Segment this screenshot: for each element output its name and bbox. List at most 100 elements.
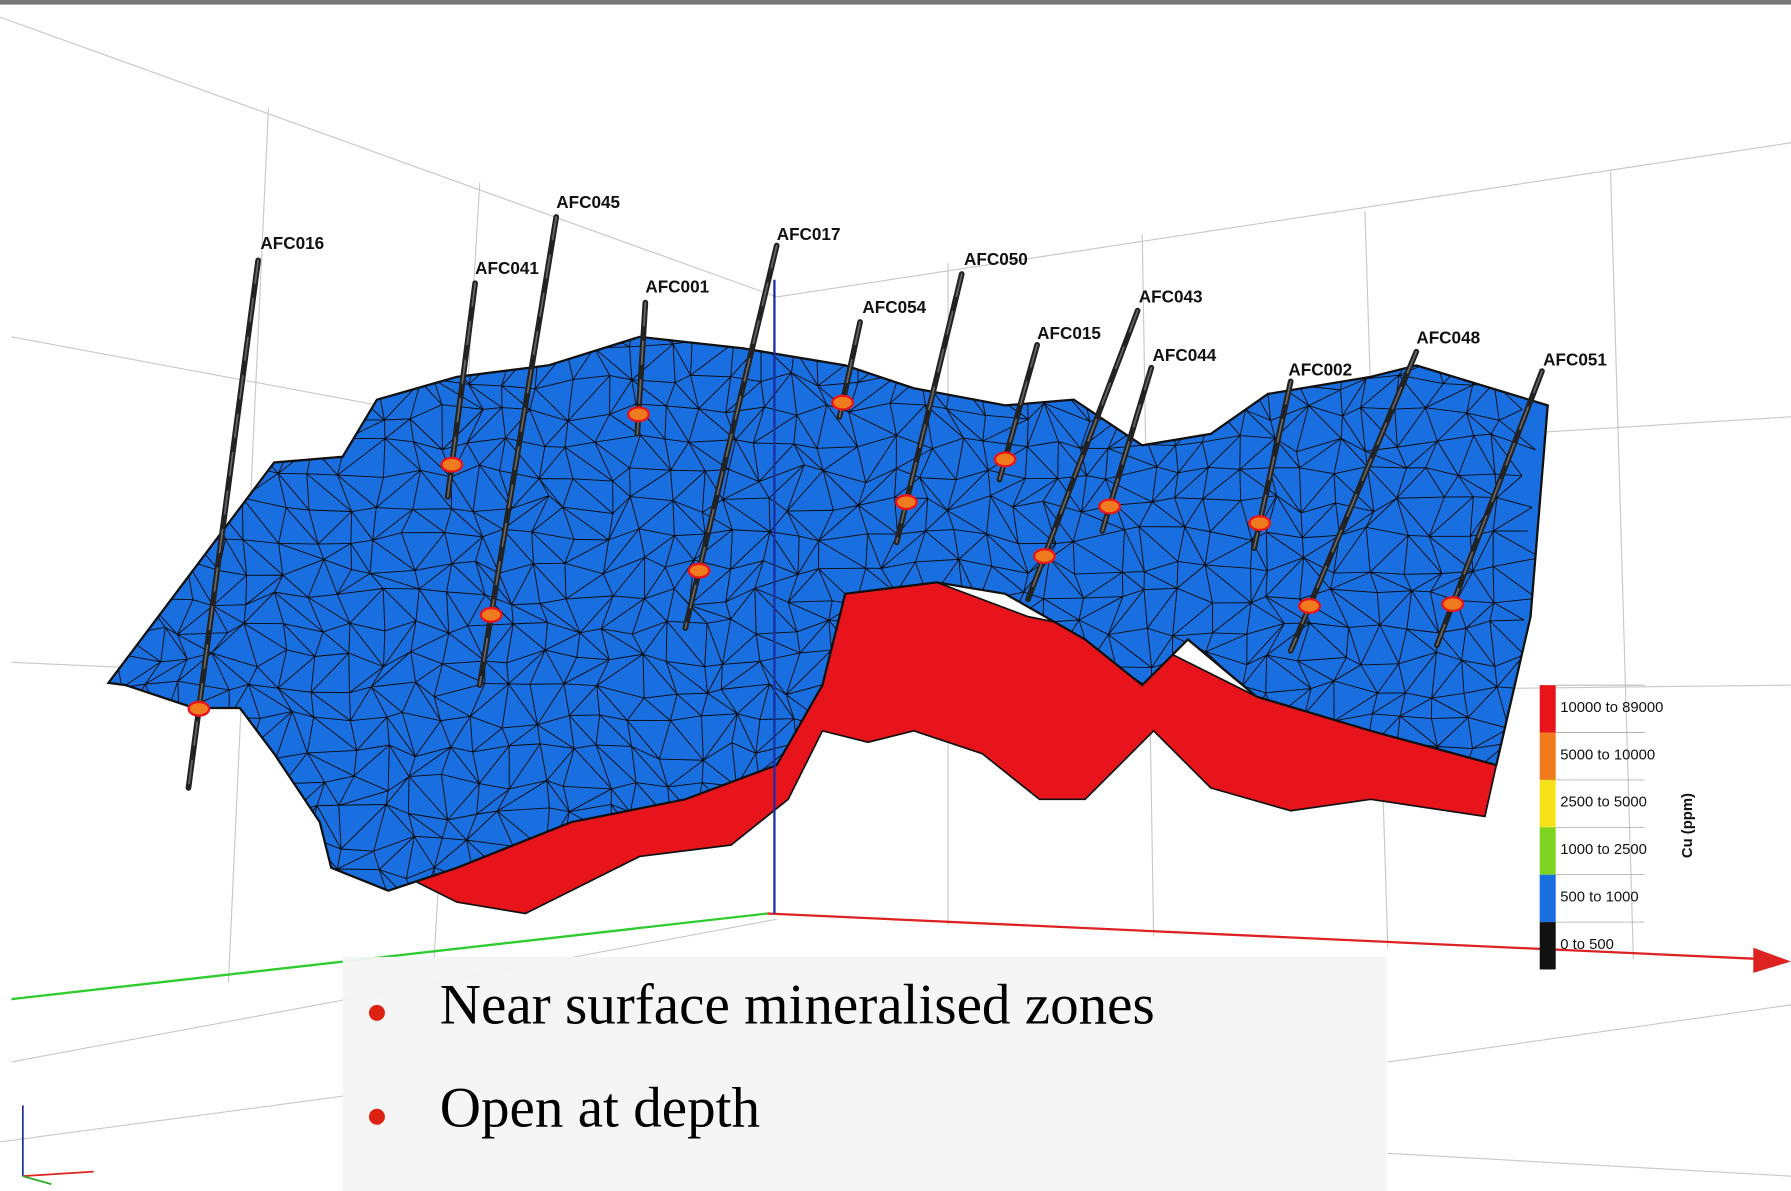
assay-intercept (627, 406, 650, 423)
mesh-edge (122, 589, 146, 636)
mesh-edge (887, 336, 916, 359)
mesh-edge (1278, 865, 1308, 891)
assay-intercept (1298, 598, 1321, 614)
mesh-edge (1330, 571, 1371, 590)
assay-intercept (687, 562, 711, 579)
mesh-edge (1403, 534, 1443, 575)
mesh-edge (785, 649, 832, 695)
mesh-edge (150, 533, 194, 576)
mesh-edge (1147, 408, 1170, 445)
mesh-edge (1425, 435, 1474, 476)
mesh-edge (880, 874, 916, 891)
mesh-edge (830, 865, 865, 891)
drill-hole-core (1253, 380, 1292, 549)
mesh-edge (694, 879, 738, 891)
drill-holes: AFC016 AFC045 AFC041 AFC001 AFC017 AFC054 AFC0… (185, 192, 1607, 791)
mesh-edge (1239, 409, 1276, 439)
mesh-edge (1365, 497, 1398, 528)
mesh-edge (256, 779, 284, 814)
hole-label: AFC050 (964, 249, 1028, 269)
mesh-edge (476, 783, 510, 815)
mesh-edge (248, 683, 293, 719)
mesh-edge (672, 500, 706, 536)
mesh-edge (1151, 466, 1179, 503)
mesh-edge (1204, 564, 1252, 604)
mesh-edge (1361, 867, 1398, 891)
mesh-edge (1406, 590, 1440, 634)
mesh-edge (794, 819, 835, 851)
mesh-edge (596, 653, 644, 687)
mesh-edge (1370, 336, 1400, 355)
mesh-edge (1468, 342, 1498, 386)
mesh-edge (863, 850, 894, 876)
mesh-edge (1138, 778, 1181, 817)
mesh-edge (977, 342, 1027, 386)
mesh-edge (529, 649, 577, 685)
mesh-edge (1246, 596, 1285, 635)
mesh-edge (786, 464, 824, 512)
mesh-edge (760, 372, 792, 408)
mesh-edge (1492, 530, 1541, 567)
assay-intercept (993, 451, 1017, 468)
mesh-edge (274, 591, 324, 633)
mesh-edge (466, 437, 506, 466)
mesh-edge (1201, 868, 1242, 891)
mesh-edge (370, 651, 412, 688)
mesh-edge (600, 628, 644, 660)
mesh-edge (382, 588, 420, 632)
mesh-edge (348, 652, 384, 693)
mesh-edge (945, 781, 994, 822)
mesh-edge (413, 441, 452, 478)
mesh-edge (827, 754, 851, 781)
mesh-edge (306, 473, 352, 512)
mesh-edge (1396, 467, 1427, 499)
mesh-edge (567, 375, 611, 422)
mesh-edge (594, 434, 641, 482)
mesh-edge (412, 469, 452, 510)
mesh-edge (1470, 839, 1509, 872)
mesh-edge (149, 835, 195, 872)
mesh-edge (153, 336, 180, 358)
mesh-edge (108, 504, 122, 544)
mesh-edge (882, 816, 933, 852)
mesh-edge (1494, 654, 1525, 688)
mesh-edge (1201, 834, 1244, 876)
hole-label: AFC015 (1037, 323, 1101, 343)
hole-label: AFC045 (556, 192, 620, 212)
mesh-edge (1202, 467, 1241, 500)
mesh-edge (1122, 526, 1145, 573)
mesh-edge (179, 378, 227, 417)
mesh-edge (241, 865, 287, 891)
mesh-edge (915, 752, 949, 788)
mesh-edge (600, 874, 629, 891)
mesh-edge (150, 464, 178, 499)
mesh-edge (248, 649, 287, 689)
mesh-edge (1299, 557, 1334, 600)
mesh-edge (1107, 777, 1142, 812)
mesh-edge (178, 711, 230, 750)
mesh-edge (1236, 836, 1285, 878)
mesh-edge (728, 439, 760, 482)
mesh-edge (792, 871, 832, 891)
mesh-edge (1140, 383, 1188, 421)
mesh-edge (114, 356, 155, 387)
drill-hole-core (187, 259, 259, 789)
mesh-edge (722, 468, 760, 500)
mesh-edge (529, 683, 565, 725)
mesh-edge (787, 600, 833, 632)
mesh-edge (446, 560, 486, 596)
mesh-edge (336, 588, 384, 624)
mesh-edge (148, 866, 181, 891)
drill-hole-core (1289, 350, 1418, 652)
hole-label: AFC002 (1288, 360, 1352, 380)
y-axis (11, 912, 768, 1001)
mesh-edge (664, 533, 706, 568)
mesh-edge (243, 591, 275, 624)
mesh-edge (440, 746, 480, 784)
mesh-edge (946, 469, 989, 511)
mesh-edge (1425, 383, 1473, 409)
mesh-edge (924, 498, 948, 532)
mesh-edge (275, 865, 321, 891)
mesh-edge (1107, 589, 1145, 635)
